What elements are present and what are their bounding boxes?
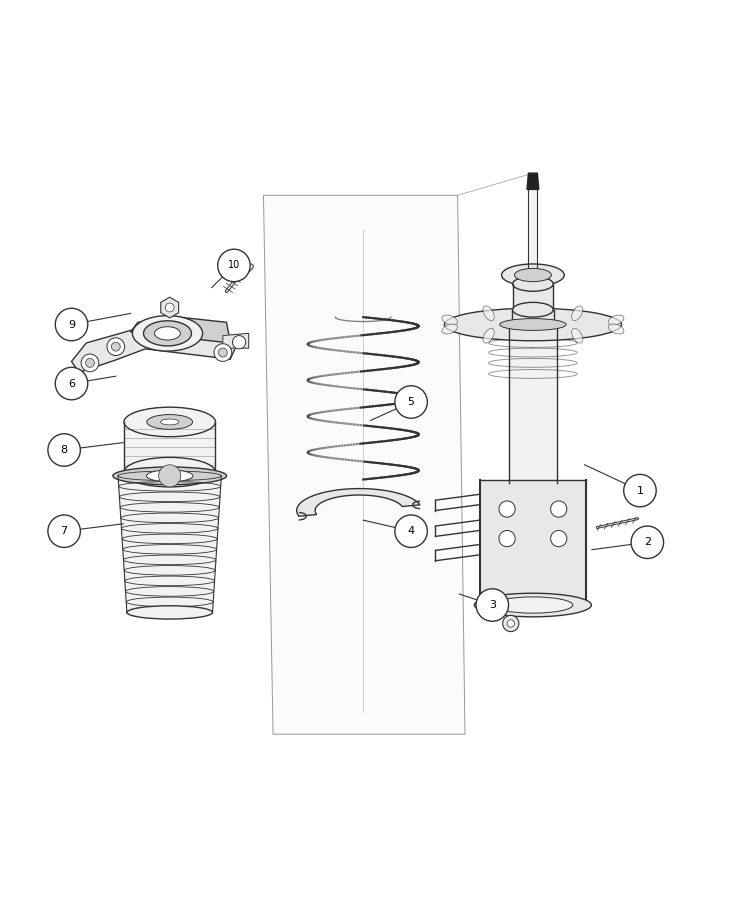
Circle shape [56,309,87,341]
Ellipse shape [514,268,551,282]
Ellipse shape [571,306,582,320]
Circle shape [214,344,232,362]
Circle shape [218,249,250,282]
Text: 1: 1 [637,486,643,496]
Circle shape [48,515,80,547]
Circle shape [624,474,657,507]
Text: 2: 2 [644,537,651,547]
Polygon shape [130,317,230,343]
Ellipse shape [502,264,565,286]
Ellipse shape [127,606,213,619]
Circle shape [502,616,519,632]
Ellipse shape [445,309,622,341]
Polygon shape [118,476,222,612]
Polygon shape [528,173,537,273]
Ellipse shape [124,407,216,436]
Circle shape [395,386,428,418]
Polygon shape [479,480,586,605]
Ellipse shape [147,415,193,429]
Text: 5: 5 [408,397,415,407]
Ellipse shape [483,306,494,320]
Ellipse shape [144,320,191,346]
Polygon shape [161,297,179,318]
Circle shape [56,367,87,400]
Polygon shape [223,333,249,348]
Circle shape [48,434,80,466]
Ellipse shape [155,327,180,340]
Polygon shape [296,489,420,517]
Circle shape [81,354,99,372]
Circle shape [507,620,514,627]
Text: 7: 7 [61,526,67,536]
Ellipse shape [124,457,216,487]
Ellipse shape [147,470,193,482]
Text: 9: 9 [68,320,75,329]
Ellipse shape [442,324,457,334]
Ellipse shape [513,276,554,292]
Ellipse shape [499,319,566,330]
Circle shape [551,501,567,518]
Ellipse shape [241,264,253,273]
Circle shape [219,348,227,357]
Polygon shape [527,173,539,189]
Ellipse shape [161,419,179,425]
Text: 4: 4 [408,526,415,536]
Ellipse shape [571,328,582,343]
Text: 6: 6 [68,379,75,389]
Circle shape [499,501,515,518]
Circle shape [631,526,664,559]
Circle shape [107,338,124,356]
Circle shape [499,530,515,546]
Polygon shape [512,309,554,310]
Ellipse shape [113,467,227,485]
Circle shape [395,515,428,547]
Ellipse shape [493,597,573,613]
Circle shape [159,464,181,487]
Ellipse shape [608,315,624,325]
Circle shape [476,589,508,621]
Polygon shape [513,284,554,310]
Ellipse shape [608,324,624,334]
Ellipse shape [133,316,202,351]
Circle shape [165,303,174,312]
Circle shape [551,530,567,546]
Circle shape [111,342,120,351]
Ellipse shape [442,315,457,325]
Polygon shape [124,422,216,472]
Polygon shape [72,323,238,373]
Circle shape [85,358,94,367]
Ellipse shape [513,302,554,317]
Ellipse shape [483,328,494,343]
Polygon shape [264,195,465,734]
Ellipse shape [474,593,591,616]
Text: 10: 10 [227,260,240,270]
Text: 8: 8 [61,445,67,455]
Circle shape [233,336,246,349]
Text: 3: 3 [489,600,496,610]
Polygon shape [509,328,556,483]
